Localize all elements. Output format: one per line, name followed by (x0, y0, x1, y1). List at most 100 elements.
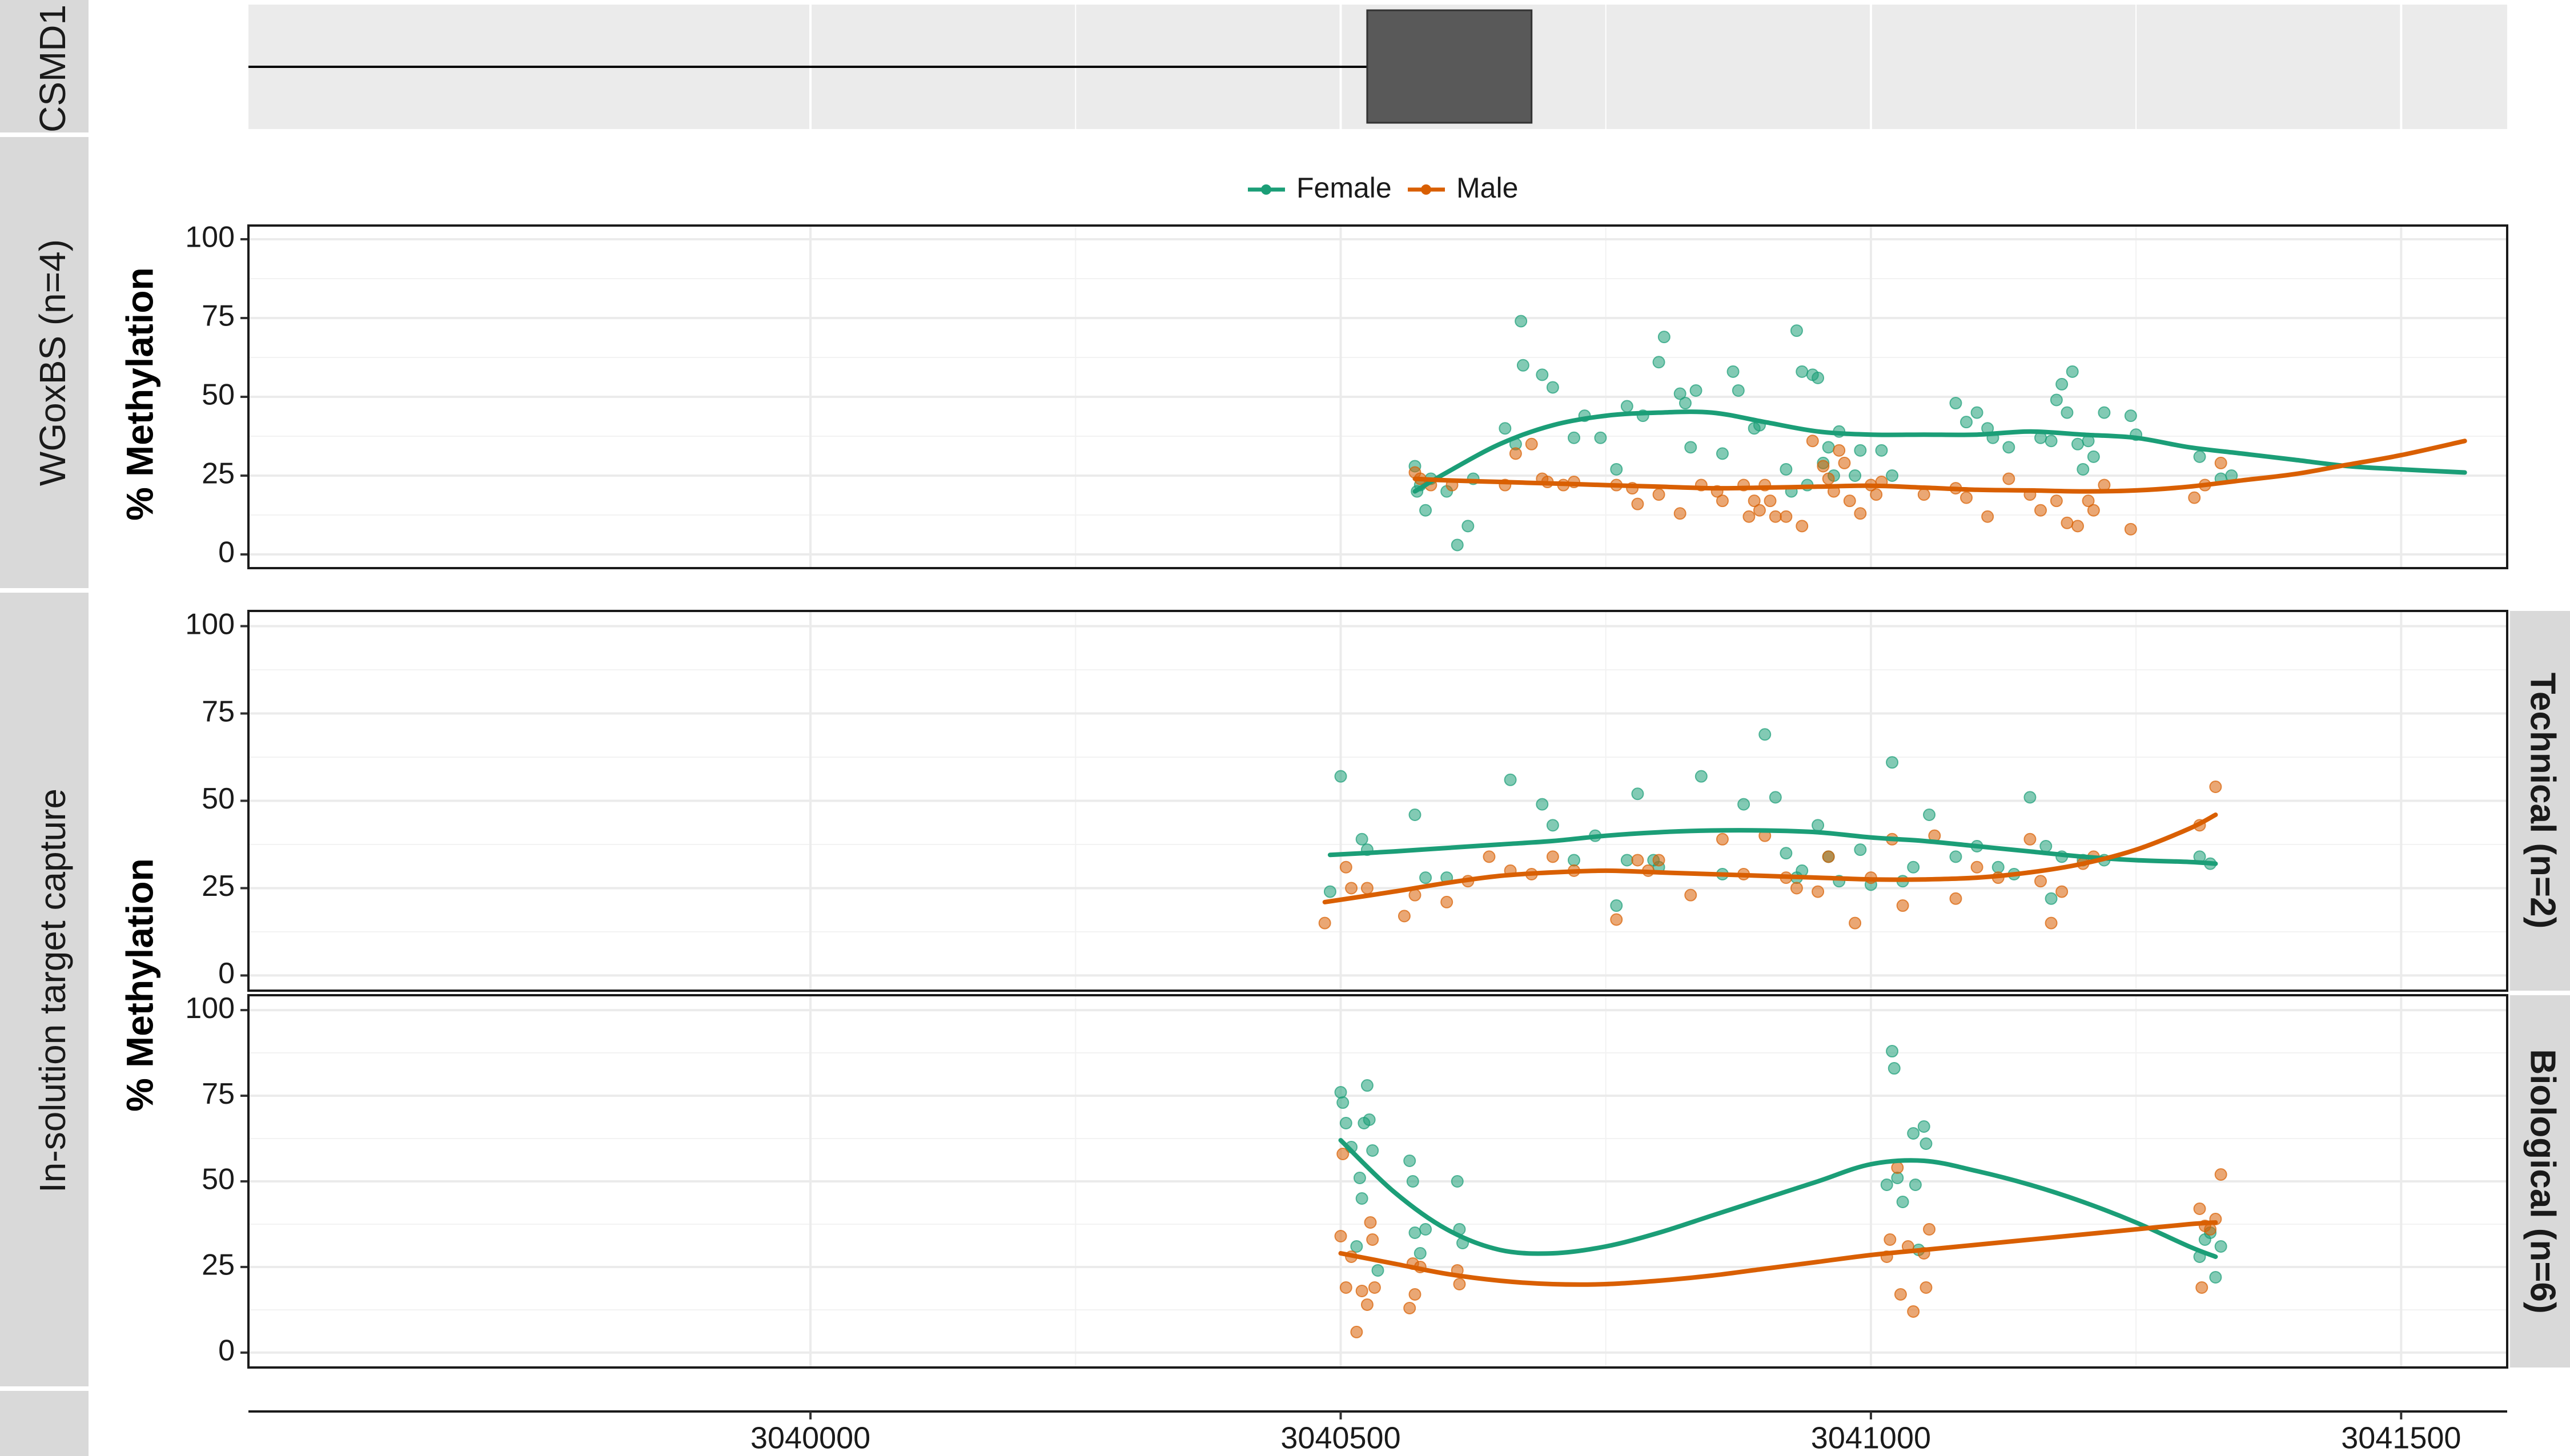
strip-label-capture: In-solution target capture (32, 789, 73, 1193)
point-female (1350, 1240, 1363, 1253)
point-male (2204, 1222, 2217, 1236)
smooth-line-male (1338, 1220, 2218, 1287)
point-female (1689, 384, 1702, 397)
y-tick-label: 50 (202, 1163, 235, 1196)
point-female (1790, 324, 1803, 337)
point-male (1355, 1284, 1368, 1297)
point-female (1909, 1178, 1922, 1191)
point-female (1515, 315, 1528, 328)
point-female (1769, 791, 1782, 804)
point-male (1453, 1277, 1466, 1290)
point-female (1896, 1195, 1909, 1208)
legend: Female Male (1248, 172, 1518, 204)
point-male (2082, 494, 2095, 508)
point-female (1920, 1137, 1933, 1151)
point-male (2023, 832, 2037, 846)
point-male (1920, 1281, 1933, 1294)
point-male (2087, 504, 2100, 517)
y-axis-title-capture: % Methylation (118, 858, 160, 1112)
legend-female-key-dot (1261, 184, 1271, 195)
smooth-line-female (1412, 409, 2467, 494)
point-female (1812, 819, 1825, 832)
point-male (1336, 1148, 1350, 1161)
point-female (1610, 899, 1623, 912)
panel-wgoxbs: 0 25 50 75 100 (185, 221, 2508, 569)
panel-border (247, 224, 2508, 569)
point-female (1780, 462, 1793, 476)
point-female (1854, 444, 1867, 457)
point-female (1451, 538, 1464, 552)
point-male (1923, 1222, 1936, 1236)
point-female (1678, 397, 1692, 410)
point-female (1414, 1246, 1427, 1260)
point-male (1360, 1298, 1374, 1311)
point-female (1923, 808, 1936, 821)
point-female (2050, 393, 2063, 407)
panel-border (247, 994, 2508, 1369)
y-axis-title-wgoxbs: % Methylation (118, 267, 160, 521)
point-female (1419, 1222, 1432, 1236)
point-male (1716, 832, 1729, 846)
point-female (1631, 787, 1644, 801)
point-male (1790, 882, 1803, 895)
y-tick-label: 0 (218, 957, 235, 990)
point-male (1631, 497, 1644, 510)
point-female (1403, 1155, 1416, 1168)
y-tick-label: 100 (185, 992, 235, 1025)
point-female (1657, 331, 1670, 344)
point-male (2050, 494, 2063, 508)
y-tick-label: 0 (218, 536, 235, 569)
point-male (1822, 472, 1835, 485)
point-male (1339, 860, 1352, 874)
smooth-line-male (1412, 439, 2467, 494)
y-tick-label: 25 (202, 457, 235, 490)
point-female (1907, 860, 1920, 874)
point-female (1875, 444, 1888, 457)
point-female (1694, 770, 1708, 783)
point-female (1880, 1178, 1893, 1191)
point-male (1546, 850, 1559, 863)
y-tick-label: 25 (202, 1249, 235, 1282)
point-male (1408, 1288, 1421, 1301)
smooth-lines (1322, 813, 2218, 904)
point-female (1652, 356, 1665, 369)
point-male (1652, 488, 1665, 501)
point-female (1355, 1192, 1368, 1205)
point-male (1748, 494, 1761, 508)
point-female (2055, 377, 2069, 391)
point-female (1355, 832, 1368, 846)
point-female (1888, 1062, 1901, 1075)
point-male (1843, 494, 1856, 508)
point-male (1684, 888, 1697, 902)
point-male (1742, 510, 1756, 523)
point-female (1917, 1120, 1930, 1133)
point-male (1780, 510, 1793, 523)
point-male (2034, 504, 2047, 517)
point-female (1758, 728, 1772, 741)
point-male (1970, 860, 1983, 874)
point-female (1419, 871, 1432, 884)
point-male (1769, 510, 1782, 523)
point-female (1991, 860, 2005, 874)
strip-wgoxbs (0, 137, 89, 588)
point-male (1339, 1281, 1352, 1294)
y-axis: 0 25 50 75 100 (185, 608, 248, 990)
point-male (1891, 1161, 1904, 1175)
point-female (1620, 400, 1633, 413)
y-tick-label: 75 (202, 1077, 235, 1111)
point-male (1817, 460, 1830, 473)
point-female (1516, 359, 1529, 372)
point-female (1546, 819, 1559, 832)
point-female (1886, 756, 1899, 769)
point-female (1854, 843, 1867, 856)
panel-grid (248, 226, 2507, 568)
point-male (1366, 1233, 1379, 1246)
x-tick-label: 3041000 (1811, 1421, 1931, 1455)
smooth-line-female (1327, 828, 2218, 866)
point-female (1504, 773, 1517, 786)
point-female (1780, 847, 1793, 860)
point-female (2209, 1270, 2222, 1284)
point-male (1981, 510, 1994, 523)
point-male (2034, 875, 2047, 888)
